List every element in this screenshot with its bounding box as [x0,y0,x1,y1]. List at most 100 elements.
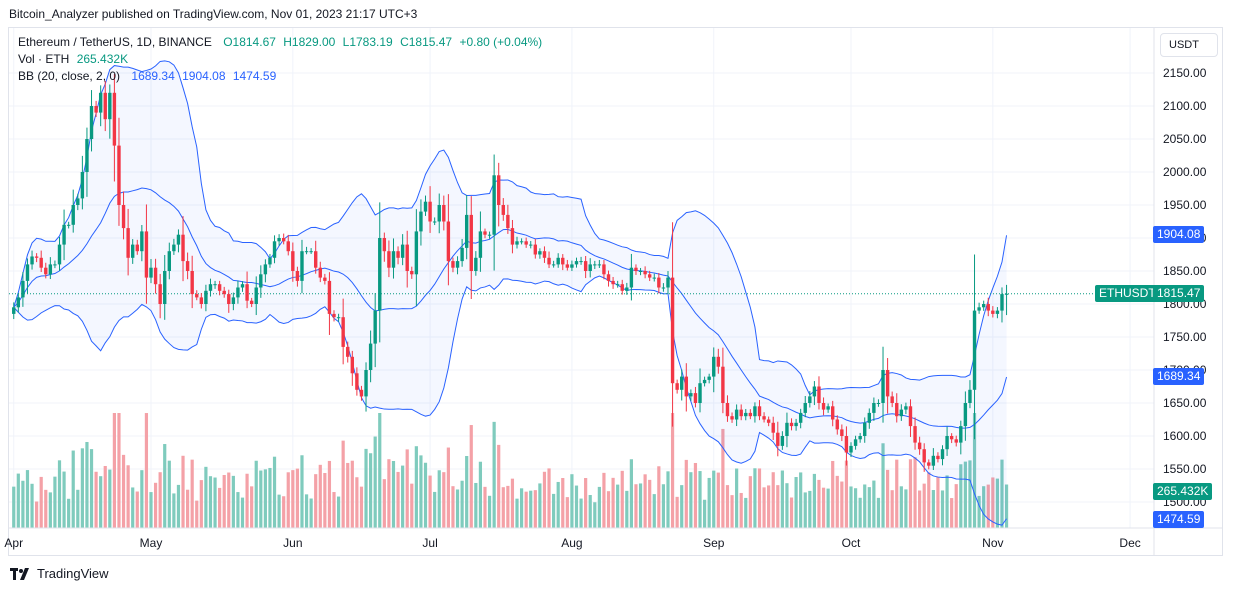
candle-body [602,264,606,275]
candle-body [446,221,451,262]
volume-bar [739,492,743,528]
candle-body [981,304,986,308]
candle-body [963,403,968,427]
candle-body [840,429,844,436]
volume-bar [227,472,231,528]
volume-bar [99,476,103,528]
x-tick-label: Sep [703,536,725,550]
volume-bar [858,497,862,528]
volume-bar [950,498,954,528]
candle-body [158,284,162,304]
candle-body [259,274,263,288]
volume-bar [707,477,711,528]
volume-bar [693,462,698,528]
candle-body [121,205,126,229]
y-tick-label: 2100.00 [1163,99,1207,113]
volume-bar [799,472,803,528]
candles [9,73,1154,472]
volume-bars [12,413,1009,528]
volume-bar [826,488,830,528]
candle-body [593,264,597,266]
candle-body [872,403,876,413]
volume-bar [725,485,730,528]
volume-bar [364,448,368,528]
candle-body [515,241,519,245]
candle-body [812,386,817,397]
volume-bar [597,486,601,528]
candle-body [538,251,542,255]
volume-bar [309,498,313,528]
candle-body [336,317,341,319]
bollinger-bands [13,60,1008,526]
candle-body [771,422,775,433]
volume-bar [638,483,643,528]
candle-body [442,205,446,222]
candle-body [76,198,80,205]
candle-body [291,251,295,271]
candle-body [318,267,322,278]
y-tick-label: 1750.00 [1163,330,1207,344]
x-tick-label: Aug [561,536,582,550]
volume-bar [538,483,542,528]
candle-body [506,214,510,229]
candle-body [643,271,647,275]
candle-body [195,294,199,298]
volume-bar [240,497,245,528]
volume-bar [140,470,144,528]
bb-upper-price-tag: 1904.08 [1153,226,1205,243]
volume-bar [542,471,547,528]
candle-body [583,261,588,271]
volume-bar [30,483,34,528]
volume-bar [675,496,679,528]
volume-bar [263,469,267,528]
volume-bar [515,498,519,528]
candle-body [744,412,748,417]
volume-bar [117,413,121,528]
candles-group [12,73,1009,472]
bb-lower-line [13,275,1007,526]
candle-body [108,92,112,120]
volume-bar [460,480,464,528]
volume-bar [172,493,176,528]
candle-body [373,310,377,344]
volume-bar [533,490,537,528]
volume-bar [163,444,167,528]
volume-bar [318,464,322,528]
tradingview-logo-icon [10,567,29,580]
volume-bar [689,472,693,528]
volume-bar [442,472,446,528]
candle-body [972,310,977,390]
candle-body [817,386,821,403]
candle-body [945,436,949,450]
candle-body [190,271,194,295]
volume-bar [204,466,208,528]
volume-bar [67,498,71,528]
candle-body [309,251,313,253]
candle-body [936,455,940,460]
volume-bar [735,468,739,528]
volume-bar [222,475,226,528]
currency-unit-button[interactable]: USDT [1160,33,1218,57]
volume-bar [972,413,977,528]
candle-body [661,287,666,289]
candle-body [12,307,16,314]
legend-close: C1815.47 [400,35,453,49]
volume-bar [387,459,391,528]
candle-body [153,267,158,285]
candle-body [30,256,34,265]
volume-bar [986,484,990,528]
volume-bar [176,484,181,528]
volume-bar [584,478,588,528]
volume-bar [21,480,25,528]
x-tick-label: Oct [842,536,861,550]
candle-body [34,256,39,258]
volume-bar [666,471,670,528]
volume-bar [469,425,473,528]
volume-bar [497,444,501,528]
volume-bar [918,490,922,528]
candle-body [844,436,849,453]
volume-bar [895,459,899,528]
candle-body [382,238,387,252]
volume-bar [913,457,917,528]
